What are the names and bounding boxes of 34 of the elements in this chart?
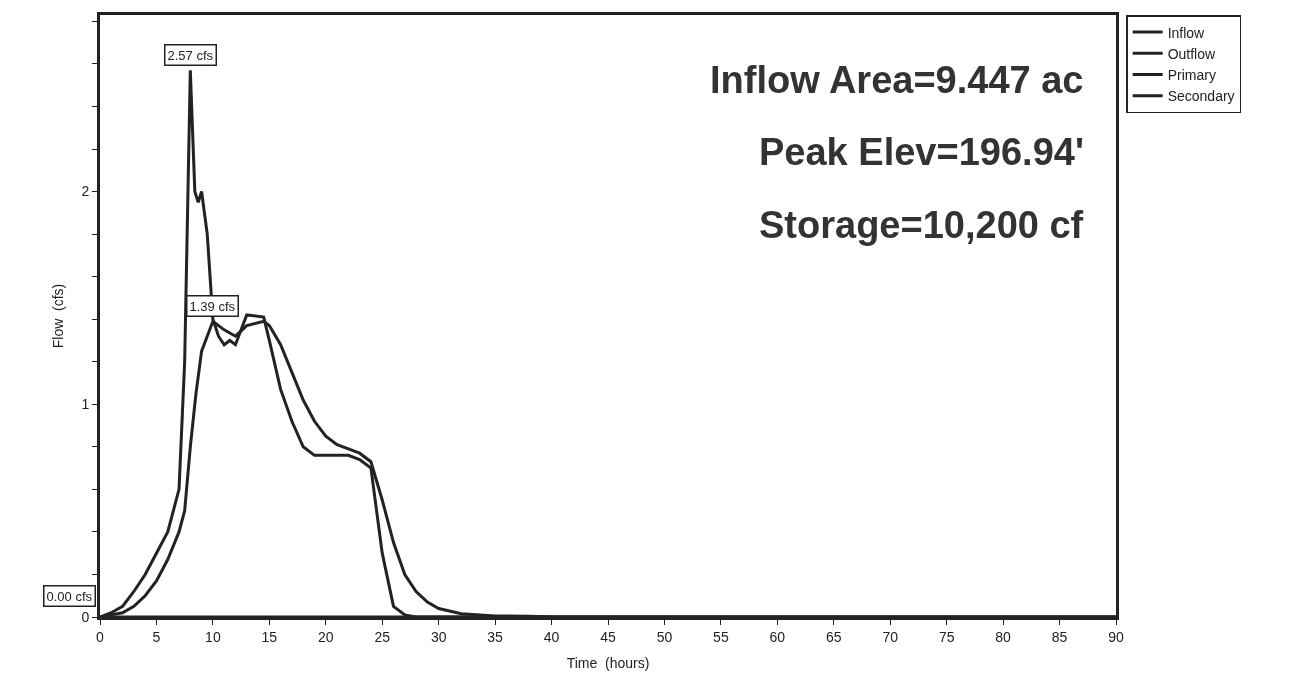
legend-label: Outflow xyxy=(1167,45,1217,62)
legend-label: Inflow xyxy=(1167,24,1206,41)
x-tick-label: 30 xyxy=(430,628,447,645)
x-tick-label: 85 xyxy=(1051,628,1068,645)
annotation: Peak Elev=196.94' xyxy=(759,131,1084,173)
x-tick-label: 5 xyxy=(152,628,161,645)
legend-label: Primary xyxy=(1167,66,1216,83)
annotation: Storage=10,200 cf xyxy=(759,204,1084,246)
y-tick-label: 0 xyxy=(81,608,90,625)
annotation: 2.57 cfs xyxy=(167,47,214,63)
x-axis-title: Time (hours) xyxy=(566,655,650,672)
y-axis-title: Flow (cfs) xyxy=(50,283,66,349)
x-tick-label: 80 xyxy=(995,628,1012,645)
legend-label: Secondary xyxy=(1167,88,1235,105)
x-tick-label: 70 xyxy=(882,628,899,645)
x-tick-label: 65 xyxy=(825,628,842,645)
x-tick-label: 15 xyxy=(261,628,278,645)
y-tick-label: 2 xyxy=(81,183,90,200)
annotation: 0.00 cfs xyxy=(46,588,93,604)
annotation: Inflow Area=9.447 ac xyxy=(710,59,1084,101)
x-tick-label: 75 xyxy=(938,628,955,645)
x-tick-label: 60 xyxy=(769,628,786,645)
x-tick-label: 55 xyxy=(713,628,729,645)
x-tick-label: 20 xyxy=(317,628,334,645)
x-tick-label: 35 xyxy=(487,628,504,645)
x-tick-label: 25 xyxy=(374,628,391,645)
x-tick-label: 40 xyxy=(543,628,560,645)
x-tick-label: 50 xyxy=(656,628,673,645)
x-tick-label: 45 xyxy=(600,628,616,645)
x-tick-label: 0 xyxy=(96,628,105,645)
x-tick-label: 10 xyxy=(205,628,221,645)
y-tick-label: 1 xyxy=(81,396,90,413)
annotation: 1.39 cfs xyxy=(189,298,236,314)
x-tick-label: 90 xyxy=(1108,628,1124,645)
